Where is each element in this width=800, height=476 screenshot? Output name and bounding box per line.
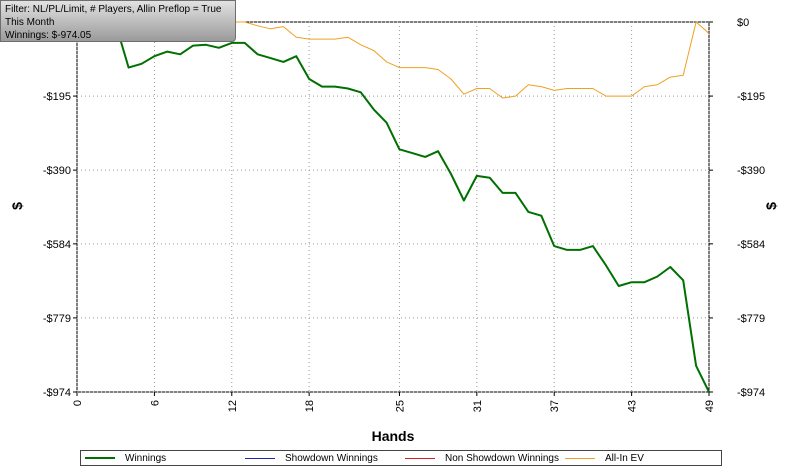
legend-swatch bbox=[565, 457, 595, 459]
legend-label: Showdown Winnings bbox=[285, 452, 378, 464]
legend-label: Non Showdown Winnings bbox=[445, 452, 559, 464]
y-tick-label-right: -$779 bbox=[737, 313, 765, 325]
y-tick-label-left: -$779 bbox=[43, 313, 71, 325]
x-tick-label: 25 bbox=[394, 400, 406, 412]
filter-info-box: Filter: NL/PL/Limit, # Players, Allin Pr… bbox=[0, 0, 236, 42]
x-tick-label: 31 bbox=[472, 400, 484, 412]
x-tick-label: 49 bbox=[704, 400, 716, 412]
y-tick-label-right: -$974 bbox=[737, 387, 765, 399]
legend-swatch bbox=[405, 457, 435, 459]
x-tick-label: 43 bbox=[627, 400, 639, 412]
legend-item: All-In EV bbox=[561, 453, 721, 464]
chart-legend: Winnings Showdown Winnings Non Showdown Wi… bbox=[80, 450, 722, 466]
y-axis-left-labels: $0-$195-$390-$584-$779-$974 bbox=[43, 17, 71, 399]
x-tick-label: 37 bbox=[549, 400, 561, 412]
y-axis-title-right: $ bbox=[763, 202, 779, 210]
y-tick-label-left: -$195 bbox=[43, 91, 71, 103]
y-tick-label-left: -$584 bbox=[43, 239, 71, 251]
y-tick-label-right: $0 bbox=[737, 17, 749, 29]
legend-swatch bbox=[85, 457, 115, 459]
x-tick-label: 18 bbox=[304, 400, 316, 412]
x-tick-label: 0 bbox=[72, 400, 84, 406]
x-axis-title: Hands bbox=[372, 428, 415, 444]
x-tick-label: 12 bbox=[227, 400, 239, 412]
y-axis-right-labels: $0 -$195 -$390 -$584 -$779 -$974 bbox=[737, 17, 765, 399]
y-axis-title-left: $ bbox=[9, 202, 25, 210]
legend-item: Non Showdown Winnings bbox=[401, 453, 561, 464]
y-tick-label-right: -$195 bbox=[737, 91, 765, 103]
x-tick-label: 6 bbox=[149, 400, 161, 406]
y-tick-label-right: -$390 bbox=[737, 165, 765, 177]
y-tick-label-right: -$584 bbox=[737, 239, 765, 251]
filter-line: Filter: NL/PL/Limit, # Players, Allin Pr… bbox=[5, 4, 222, 15]
plot-area bbox=[76, 21, 710, 393]
legend-swatch bbox=[245, 457, 275, 459]
period-line: This Month bbox=[5, 17, 55, 28]
grid-lines bbox=[73, 21, 713, 396]
legend-label: Winnings bbox=[125, 452, 167, 464]
legend-item: Winnings bbox=[81, 453, 241, 464]
winnings-total-line: Winnings: $-974.05 bbox=[5, 30, 92, 41]
legend-label: All-In EV bbox=[605, 452, 644, 464]
x-axis-labels: 0 6 12 18 25 31 37 43 49 bbox=[72, 400, 716, 412]
y-tick-label-left: -$390 bbox=[43, 165, 71, 177]
legend-item: Showdown Winnings bbox=[241, 453, 401, 464]
y-tick-label-left: -$974 bbox=[43, 387, 71, 399]
series-line-winnings bbox=[77, 21, 710, 393]
